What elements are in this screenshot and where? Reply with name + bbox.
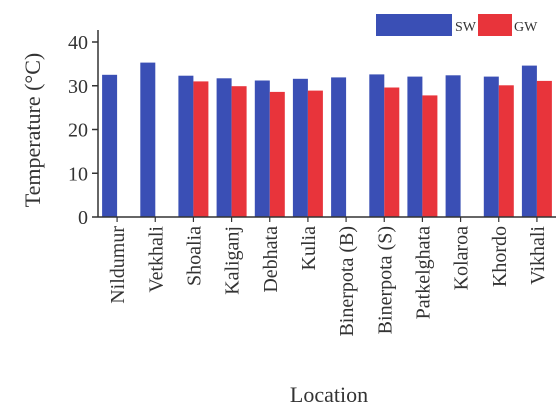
bar-gw-5 bbox=[307, 90, 323, 217]
bar-gw-4 bbox=[269, 91, 285, 217]
x-tick-label: Kulia bbox=[298, 226, 320, 271]
bar-gw-11 bbox=[536, 80, 552, 218]
y-tick-label: 0 bbox=[78, 207, 88, 229]
bar-sw-0 bbox=[102, 74, 118, 217]
x-axis-title: Location bbox=[290, 382, 368, 407]
legend: SW GW bbox=[376, 14, 538, 36]
x-tick-label: Kolaroa bbox=[451, 226, 473, 291]
bar-sw-3 bbox=[216, 78, 232, 217]
bar-sw-5 bbox=[292, 78, 308, 218]
x-tick-label: Binerpota (S) bbox=[374, 226, 396, 334]
bar-sw-7 bbox=[369, 74, 385, 218]
bar-sw-1 bbox=[140, 62, 156, 217]
legend-label-sw: SW bbox=[455, 20, 477, 35]
bar-gw-8 bbox=[422, 95, 438, 217]
x-tick-label: Shoalia bbox=[183, 226, 205, 286]
bar-sw-10 bbox=[483, 76, 499, 217]
x-tick-label: Binerpota (B) bbox=[336, 226, 358, 337]
y-ticks: 0 10 20 30 40 bbox=[68, 32, 98, 229]
bar-gw-3 bbox=[231, 86, 247, 217]
legend-swatch-sw bbox=[376, 14, 452, 36]
x-tick-label: Nildumur bbox=[107, 226, 129, 304]
bar-gw-2 bbox=[193, 81, 209, 218]
bar-sw-11 bbox=[521, 65, 537, 217]
legend-label-gw: GW bbox=[514, 20, 538, 35]
x-tick-label: Kaliganj bbox=[222, 226, 244, 295]
x-tick-label: Debhata bbox=[260, 226, 282, 293]
y-tick-label: 20 bbox=[68, 120, 88, 142]
y-axis-title: Temperature (°C) bbox=[20, 53, 45, 207]
bar-gw-10 bbox=[498, 85, 514, 217]
y-tick-label: 40 bbox=[68, 32, 88, 54]
bars bbox=[102, 62, 552, 218]
x-tick-label: Khordo bbox=[489, 226, 511, 287]
bar-sw-6 bbox=[331, 77, 347, 218]
x-tick-label: Patkelghata bbox=[412, 226, 434, 319]
y-tick-label: 30 bbox=[68, 76, 88, 98]
bar-gw-7 bbox=[384, 87, 400, 217]
bar-sw-4 bbox=[254, 80, 270, 217]
bar-sw-9 bbox=[445, 75, 461, 218]
x-tick-label: Vikhali bbox=[527, 226, 549, 285]
x-tick-label: Vetkhali bbox=[145, 226, 167, 293]
bar-sw-2 bbox=[178, 75, 194, 217]
x-tick-labels: Nildumur Vetkhali Shoalia Kaliganj Debhata Ku… bbox=[107, 217, 549, 337]
y-tick-label: 10 bbox=[68, 163, 88, 185]
axes bbox=[97, 30, 556, 218]
bar-sw-8 bbox=[407, 76, 423, 217]
legend-swatch-gw bbox=[478, 14, 512, 36]
